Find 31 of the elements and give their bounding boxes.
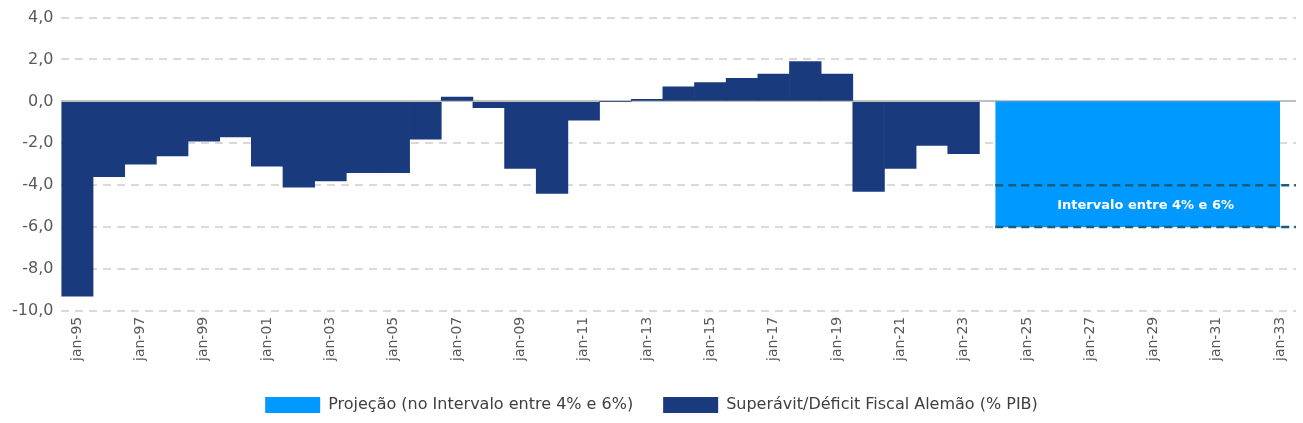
legend-label: Superávit/Déficit Fiscal Alemão (% PIB): [726, 394, 1038, 414]
y-tick-label: 0,0: [27, 90, 54, 110]
x-tick-label: jan-15: [700, 316, 717, 363]
y-tick-label: -8,0: [22, 258, 54, 278]
x-tick-label: jan-21: [890, 316, 907, 363]
x-tick-label: jan-03: [321, 316, 338, 363]
x-tick-label: jan-99: [194, 316, 211, 363]
x-tick-label: jan-09: [511, 316, 528, 363]
y-tick-label: 2,0: [27, 48, 54, 68]
y-tick-label: -4,0: [22, 174, 54, 194]
x-tick-label: jan-07: [447, 316, 464, 363]
x-tick-label: jan-05: [384, 316, 401, 363]
y-tick-label: -6,0: [22, 216, 54, 236]
x-tick-label: jan-13: [637, 316, 654, 363]
x-tick-label: jan-31: [1207, 316, 1224, 363]
x-tick-label: jan-19: [827, 316, 844, 363]
y-tick-label: -10,0: [11, 299, 54, 319]
y-tick-label: -2,0: [22, 132, 54, 152]
x-tick-label: jan-11: [574, 316, 591, 363]
x-tick-label: jan-17: [764, 316, 781, 363]
legend-label: Projeção (no Intervalo entre 4% e 6%): [328, 394, 634, 414]
x-tick-label: jan-95: [67, 316, 84, 363]
y-tick-label: 4,0: [27, 6, 54, 26]
x-tick-label: jan-33: [1270, 316, 1287, 363]
x-tick-label: jan-97: [131, 316, 148, 363]
x-tick-label: jan-23: [954, 316, 971, 363]
x-tick-label: jan-27: [1080, 316, 1097, 363]
x-tick-label: jan-01: [257, 316, 274, 363]
x-tick-label: jan-25: [1017, 316, 1034, 363]
annotation: Intervalo entre 4% e 6%: [1057, 197, 1234, 213]
x-tick-label: jan-29: [1144, 316, 1161, 363]
